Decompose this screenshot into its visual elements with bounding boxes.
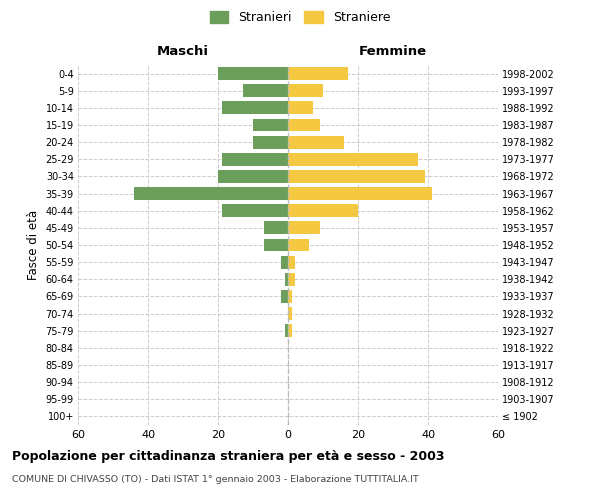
- Bar: [253, 136, 288, 148]
- Bar: [263, 222, 288, 234]
- Bar: [288, 153, 418, 166]
- Text: COMUNE DI CHIVASSO (TO) - Dati ISTAT 1° gennaio 2003 - Elaborazione TUTTITALIA.I: COMUNE DI CHIVASSO (TO) - Dati ISTAT 1° …: [12, 475, 419, 484]
- Bar: [288, 170, 425, 183]
- Bar: [218, 170, 288, 183]
- Bar: [134, 187, 288, 200]
- Bar: [288, 84, 323, 97]
- Bar: [284, 273, 288, 285]
- Bar: [288, 136, 344, 148]
- Bar: [221, 153, 288, 166]
- Bar: [288, 256, 295, 268]
- Y-axis label: Fasce di età: Fasce di età: [27, 210, 40, 280]
- Bar: [221, 204, 288, 217]
- Bar: [242, 84, 288, 97]
- Bar: [288, 102, 313, 114]
- Bar: [288, 238, 309, 252]
- Bar: [288, 222, 320, 234]
- Text: Femmine: Femmine: [359, 45, 427, 58]
- Bar: [253, 118, 288, 132]
- Bar: [288, 307, 292, 320]
- Bar: [288, 204, 358, 217]
- Bar: [288, 187, 431, 200]
- Bar: [218, 67, 288, 80]
- Text: Popolazione per cittadinanza straniera per età e sesso - 2003: Popolazione per cittadinanza straniera p…: [12, 450, 445, 463]
- Bar: [221, 102, 288, 114]
- Bar: [263, 238, 288, 252]
- Bar: [288, 118, 320, 132]
- Bar: [288, 67, 347, 80]
- Bar: [284, 324, 288, 337]
- Bar: [281, 290, 288, 303]
- Bar: [288, 290, 292, 303]
- Bar: [288, 324, 292, 337]
- Legend: Stranieri, Straniere: Stranieri, Straniere: [205, 6, 395, 29]
- Bar: [281, 256, 288, 268]
- Bar: [288, 273, 295, 285]
- Text: Maschi: Maschi: [157, 45, 209, 58]
